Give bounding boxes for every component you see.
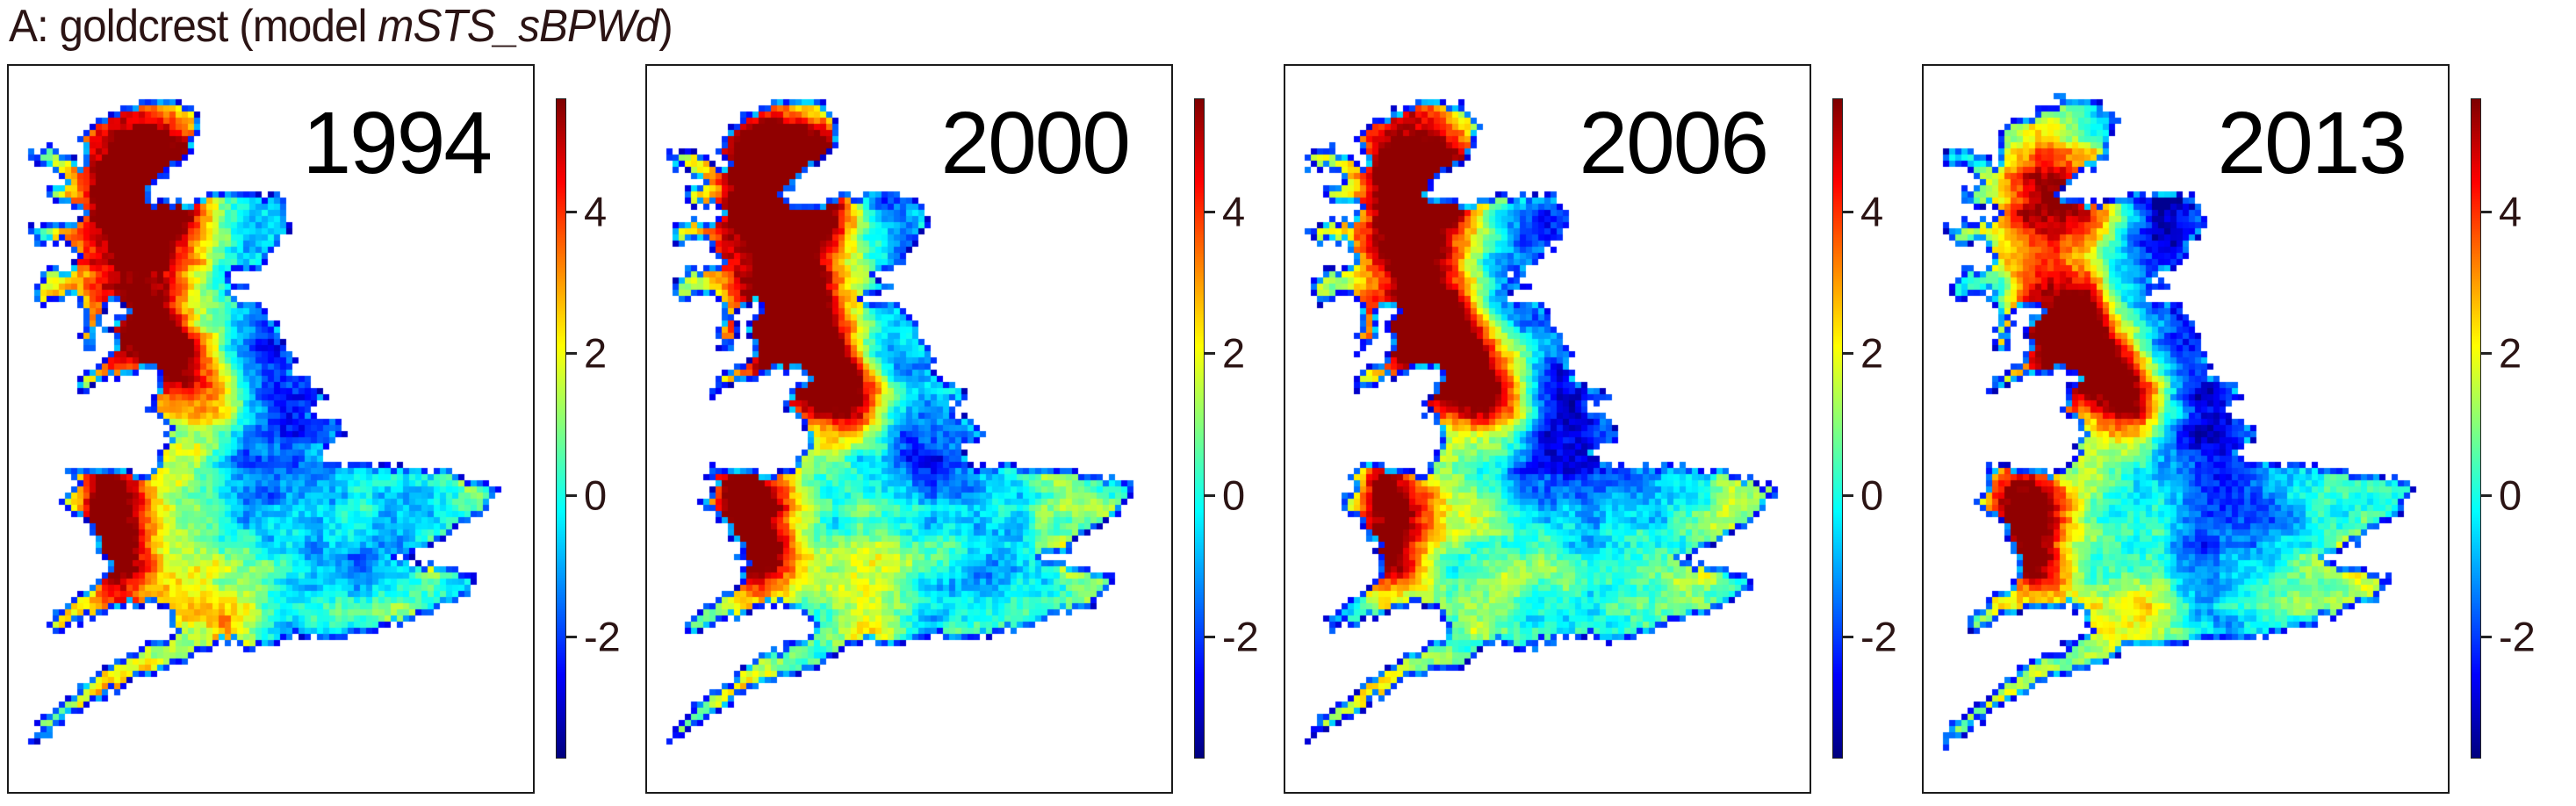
colorbar-tick-mark bbox=[2481, 636, 2492, 638]
gb-heatmap-canvas-2006 bbox=[1285, 66, 1810, 792]
colorbar-tick-mark bbox=[1205, 352, 1215, 355]
colorbar-tick-mark bbox=[566, 494, 577, 497]
colorbar-tick-mark bbox=[566, 352, 577, 355]
colorbar-tick-mark bbox=[1205, 636, 1215, 638]
colorbar-tick-label: 0 bbox=[584, 471, 608, 519]
map-box-2013: 2013 bbox=[1922, 64, 2450, 794]
colorbar-2000: 4 2 0 -2 bbox=[1194, 98, 1291, 759]
colorbar-tick-label: 4 bbox=[2499, 188, 2522, 235]
year-label-2000: 2000 bbox=[940, 94, 1131, 192]
colorbar-tick-mark bbox=[566, 211, 577, 213]
map-box-1994: 1994 bbox=[7, 64, 535, 794]
colorbar-gradient-2000 bbox=[1194, 98, 1205, 759]
panel-2013: 2013 4 2 0 -2 bbox=[1922, 64, 2560, 802]
colorbar-tick-label: 2 bbox=[2499, 329, 2522, 377]
year-label-2006: 2006 bbox=[1579, 94, 1769, 192]
panel-2006: 2006 4 2 0 -2 bbox=[1284, 64, 1922, 802]
colorbar-tick-label: 4 bbox=[584, 188, 608, 235]
colorbar-tick-label: 0 bbox=[2499, 471, 2522, 519]
colorbar-gradient-2006 bbox=[1832, 98, 1843, 759]
colorbar-tick-label: 2 bbox=[1222, 329, 1246, 377]
gb-heatmap-canvas-2013 bbox=[1924, 66, 2448, 792]
colorbar-1994: 4 2 0 -2 bbox=[556, 98, 652, 759]
colorbar-tick-mark bbox=[1843, 352, 1853, 355]
map-box-2006: 2006 bbox=[1284, 64, 1811, 794]
colorbar-gradient-1994 bbox=[556, 98, 566, 759]
colorbar-tick-mark bbox=[2481, 352, 2492, 355]
year-label-1994: 1994 bbox=[302, 94, 493, 192]
colorbar-tick-label: 4 bbox=[1222, 188, 1246, 235]
panel-1994: 1994 4 2 0 -2 bbox=[7, 64, 645, 802]
figure-title-suffix: ) bbox=[658, 1, 673, 52]
colorbar-tick-mark bbox=[1205, 494, 1215, 497]
colorbar-tick-label: -2 bbox=[1222, 613, 1259, 660]
figure-title: A: goldcrest (model mSTS_sBPWd) bbox=[9, 1, 673, 52]
colorbar-2013: 4 2 0 -2 bbox=[2471, 98, 2567, 759]
colorbar-tick-label: 2 bbox=[584, 329, 608, 377]
colorbar-gradient-2013 bbox=[2471, 98, 2481, 759]
colorbar-tick-mark bbox=[2481, 211, 2492, 213]
colorbar-2006: 4 2 0 -2 bbox=[1832, 98, 1929, 759]
gb-heatmap-canvas-2000 bbox=[647, 66, 1171, 792]
figure-title-model-name: mSTS_sBPWd bbox=[378, 1, 659, 52]
colorbar-tick-label: -2 bbox=[584, 613, 621, 660]
panel-2000: 2000 4 2 0 -2 bbox=[645, 64, 1284, 802]
colorbar-tick-mark bbox=[1843, 211, 1853, 213]
colorbar-tick-label: 4 bbox=[1860, 188, 1884, 235]
gb-heatmap-canvas-1994 bbox=[9, 66, 533, 792]
colorbar-tick-mark bbox=[1843, 494, 1853, 497]
year-label-2013: 2013 bbox=[2217, 94, 2407, 192]
colorbar-tick-mark bbox=[2481, 494, 2492, 497]
colorbar-tick-mark bbox=[1205, 211, 1215, 213]
colorbar-tick-label: 0 bbox=[1860, 471, 1884, 519]
map-box-2000: 2000 bbox=[645, 64, 1173, 794]
colorbar-tick-label: 2 bbox=[1860, 329, 1884, 377]
figure-title-prefix: A: goldcrest (model bbox=[9, 1, 378, 52]
colorbar-tick-label: 0 bbox=[1222, 471, 1246, 519]
colorbar-tick-mark bbox=[1843, 636, 1853, 638]
colorbar-tick-mark bbox=[566, 636, 577, 638]
colorbar-tick-label: -2 bbox=[2499, 613, 2536, 660]
colorbar-tick-label: -2 bbox=[1860, 613, 1897, 660]
